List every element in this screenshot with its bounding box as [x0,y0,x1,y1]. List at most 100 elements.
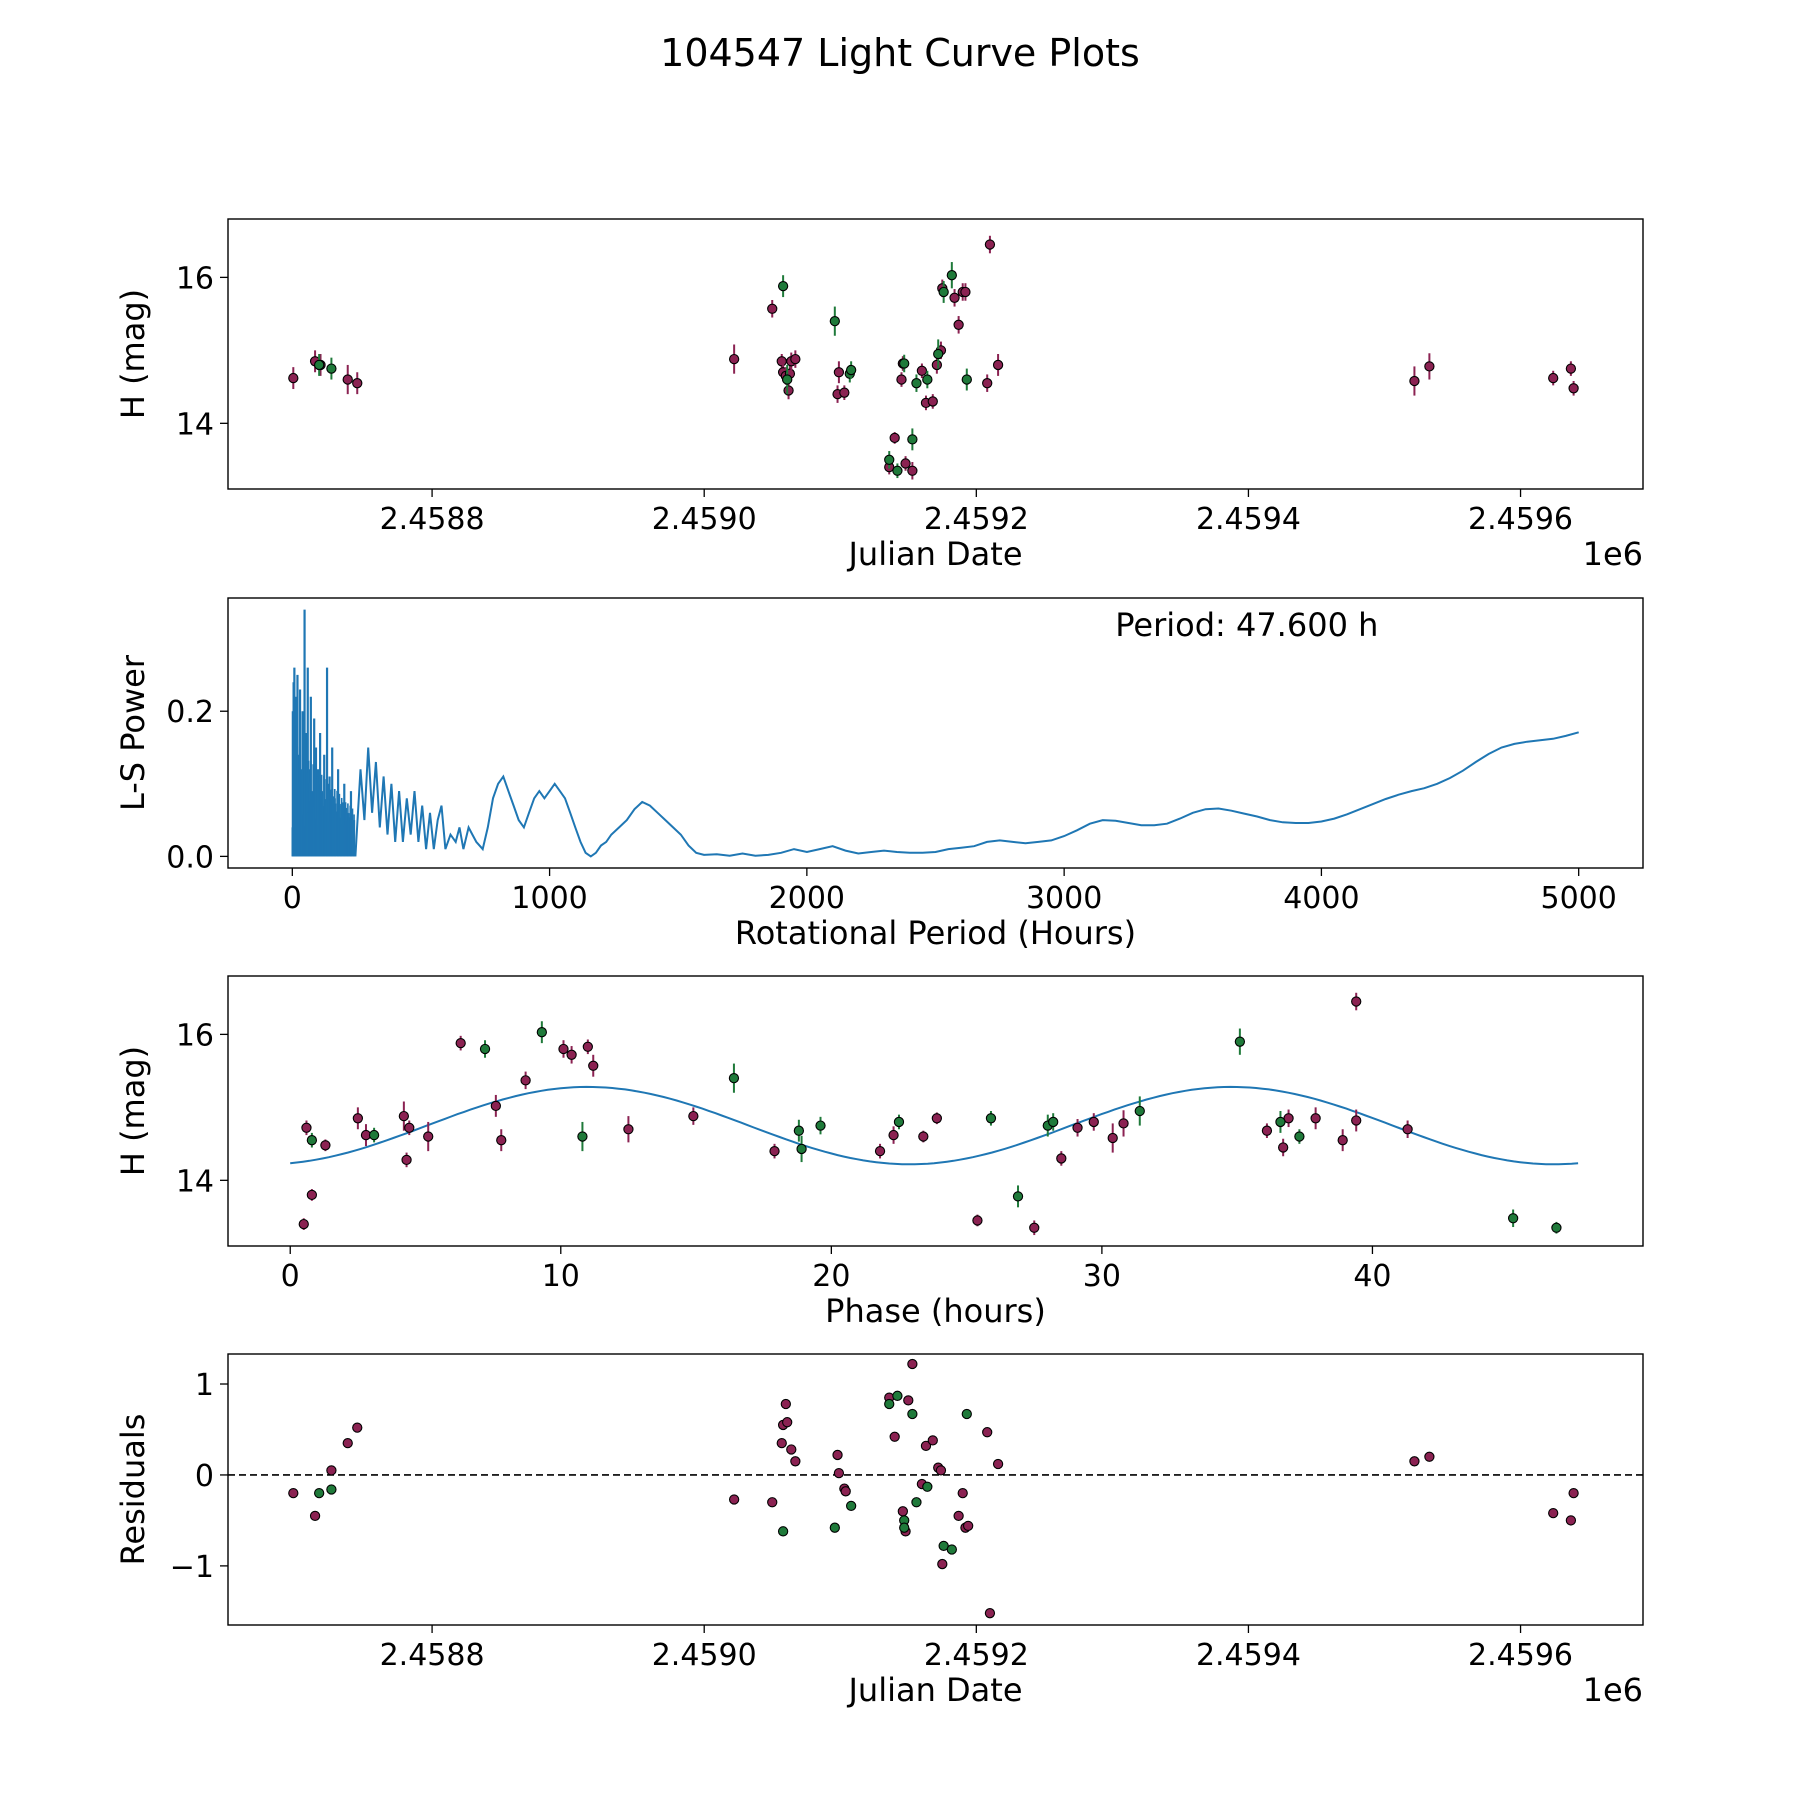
residuals-panel: 2.4588 2.4590 2.4592 2.4594 2.4596 −1 0 1 Julian… [114,1353,1644,1709]
data-point-purple [984,239,996,250]
data-point-green [1048,1116,1059,1128]
y-tick-label: 16 [176,261,214,296]
x-tick-label: 0 [281,1259,300,1294]
data-point-green [777,1526,789,1537]
data-point-purple [833,367,845,378]
data-point-purple [840,1486,851,1497]
data-point-purple [776,356,787,367]
figure-title: 104547 Light Curve Plots [660,31,1140,75]
data-point-green [845,1500,857,1512]
data-point-purple [423,1131,434,1142]
x-axis-label: Phase (hours) [825,1292,1046,1330]
x-tick-label: 2.4592 [924,502,1029,537]
data-point-purple [1402,1124,1413,1135]
model-fit-curve [290,1085,1579,1166]
data-point-purple [918,1131,929,1142]
data-point-green [884,1398,895,1410]
data-point-purple [1261,1125,1273,1136]
data-point-purple [767,303,778,314]
data-point-purple [728,1494,740,1505]
data-point-purple [455,1037,466,1049]
x-tick-label: 4000 [1283,881,1359,916]
data-point-green [815,1120,826,1131]
data-point-purple [1029,1222,1040,1233]
data-point-purple [982,378,993,389]
data-point-purple [927,396,938,407]
data-point-green [479,1043,491,1055]
data-point-purple [588,1060,599,1071]
period-annotation: Period: 47.600 h [1115,606,1378,644]
x-axis-label: Rotational Period (Hours) [735,914,1136,952]
data-point-purple [326,1465,337,1476]
data-point-purple [960,286,971,298]
data-point-green [933,348,944,360]
y-tick-label: 14 [176,1164,214,1199]
data-point-purple [623,1124,634,1135]
data-point-purple [790,353,801,365]
data-point-purple [566,1049,577,1060]
data-point-purple [920,1440,932,1451]
data-point-purple [1409,375,1420,387]
data-point-green [907,1408,918,1420]
data-point-purple [889,432,900,444]
data-point-green [922,1481,933,1492]
data-point-green [1507,1213,1519,1224]
data-point-green [1234,1036,1246,1047]
phase-frame [227,975,1644,1247]
data-point-green [961,1408,972,1420]
x-tick-label: 3000 [1026,881,1102,916]
data-point-green [938,286,949,298]
y-tick-label: 0.0 [166,840,214,875]
data-point-purple [949,292,960,303]
data-point-purple [301,1122,312,1133]
x-tick-label: 2.4590 [652,502,757,537]
data-point-green [1275,1116,1286,1128]
data-point-purple [907,465,918,476]
data-point-green [796,1143,807,1155]
x-tick-label: 10 [542,1259,580,1294]
data-point-purple [839,387,850,398]
phase-plot-area [290,992,1579,1236]
data-point-purple [957,1487,968,1499]
y-tick-label: 16 [176,1018,214,1053]
x-tick-label: 0 [283,881,302,916]
x-tick-label: 2.4590 [652,1638,757,1673]
data-point-green [892,1390,903,1401]
residuals-plot-area [228,1358,1643,1619]
data-point-purple [490,1100,501,1112]
data-point-purple [309,1510,321,1522]
data-point-purple [937,1558,948,1570]
y-tick-label: −1 [170,1550,214,1585]
data-point-purple [404,1122,415,1133]
data-point-purple [1565,1515,1577,1526]
data-point-green [368,1129,380,1141]
data-point-purple [984,1608,996,1619]
data-point-purple [874,1145,886,1157]
y-tick-label: 0.2 [166,695,214,730]
data-point-purple [1056,1153,1067,1164]
periodogram-frame [227,597,1644,869]
x-axis-label: Julian Date [846,535,1022,573]
data-point-green [577,1131,588,1142]
data-point-green [314,1487,325,1499]
y-axis-label: L-S Power [114,654,152,811]
data-point-purple [558,1043,569,1055]
data-point-green [1294,1131,1305,1142]
data-point-green [829,1522,840,1533]
y-axis-label: H (mag) [114,1046,152,1176]
data-point-purple [1565,363,1577,374]
data-point-purple [298,1218,309,1230]
data-point-purple [769,1145,780,1157]
x-tick-label: 2.4592 [924,1638,1029,1673]
data-point-green [899,358,910,369]
data-point-purple [520,1075,531,1086]
x-tick-label: 5000 [1541,881,1617,916]
data-point-purple [1072,1122,1083,1133]
data-point-purple [288,1487,299,1499]
data-point-purple [352,1113,364,1124]
x-offset-label: 1e6 [1583,535,1643,573]
x-tick-label: 2.4588 [380,502,485,537]
data-point-purple [352,378,363,389]
data-point-purple [1107,1132,1118,1144]
y-axis-label: H (mag) [114,289,152,419]
